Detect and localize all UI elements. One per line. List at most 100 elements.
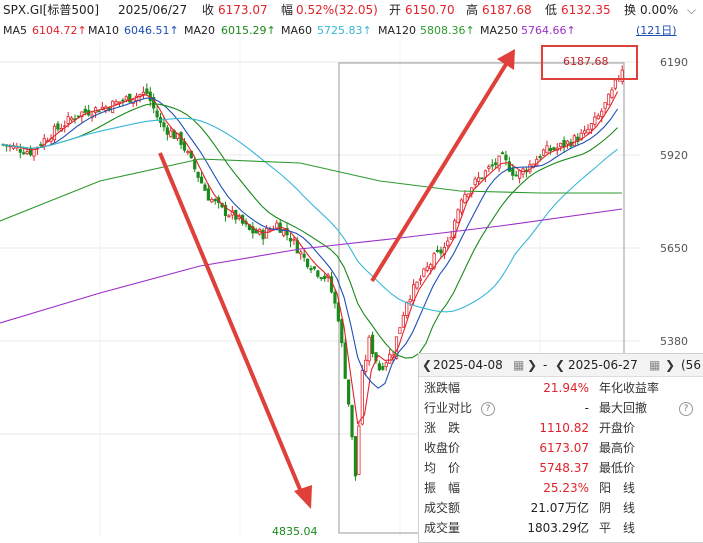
stat-value: 21.07万亿 <box>530 501 589 515</box>
candle-body <box>562 139 566 148</box>
calendar-icon[interactable]: ▦ <box>513 358 525 372</box>
high-highlight-box <box>541 45 638 80</box>
candle-body <box>473 178 477 186</box>
candle-body <box>97 110 101 113</box>
y-tick-5920: 5920 <box>660 149 688 162</box>
more-icon[interactable]: ⌵ <box>687 3 697 17</box>
candle-body <box>193 159 197 170</box>
candle-body <box>401 315 405 328</box>
candle-body <box>357 425 361 475</box>
candle-body <box>610 89 614 98</box>
candle-body <box>227 215 231 218</box>
chevron-left-icon[interactable]: ❮ <box>422 358 433 372</box>
end-calendar-icon[interactable]: ▦ <box>649 358 661 372</box>
candle-body <box>39 144 43 146</box>
candle-body <box>206 188 210 201</box>
y-tick-5650: 5650 <box>660 242 688 255</box>
end-chevron-left-icon[interactable]: ❮ <box>555 358 566 372</box>
candle-body <box>483 170 488 178</box>
help-icon[interactable]: ? <box>481 402 495 416</box>
candle-body <box>541 149 546 156</box>
candle-body <box>117 101 122 104</box>
candle-body <box>432 253 436 269</box>
help-icon[interactable]: ? <box>679 402 693 416</box>
y-tick-6190: 6190 <box>660 56 688 69</box>
candle-body <box>333 292 337 304</box>
stat-value: 1110.82 <box>539 421 589 435</box>
range-start-date[interactable]: 2025-04-08 <box>433 358 503 372</box>
candle-body <box>196 171 200 178</box>
candle-body <box>596 115 600 120</box>
candle-body <box>418 278 423 281</box>
stat-label-right: 最高价 <box>599 441 636 455</box>
candle-body <box>213 199 217 202</box>
candle-body <box>507 161 511 172</box>
candle-body <box>459 199 464 213</box>
candle-body <box>18 149 22 153</box>
candle-body <box>411 284 416 302</box>
candle-body <box>367 336 371 362</box>
candle-body <box>439 249 443 254</box>
candle-body <box>476 177 481 182</box>
candlestick-chart[interactable]: 6190 5920 5650 5380 <box>0 41 703 541</box>
candle-body <box>370 334 375 354</box>
chevron-right-icon[interactable]: ❯ <box>527 358 538 372</box>
candle-body <box>186 151 190 153</box>
candle-body <box>449 236 453 240</box>
candle-body <box>422 268 426 277</box>
candle-body <box>203 184 207 191</box>
candle-body <box>299 251 303 255</box>
stat-label-right: 最大回撤 <box>599 401 648 415</box>
range-extra: (56 <box>681 358 701 372</box>
stat-label-right: 开盘价 <box>599 421 636 435</box>
ma10-value: 6046.51↑ <box>124 24 179 37</box>
candle-body <box>165 127 169 135</box>
candle-body <box>446 240 450 247</box>
quote-date: 2025/06/27 <box>118 3 188 17</box>
candle-body <box>292 238 296 241</box>
candle-body <box>518 170 522 179</box>
ma120-label: MA120 <box>378 24 417 37</box>
period-selector[interactable]: (121日) <box>636 24 677 37</box>
period-low-label: 4835.04 <box>272 525 318 538</box>
up-arrow-head <box>497 49 515 70</box>
candle-body <box>141 91 146 95</box>
candle-body <box>128 93 132 103</box>
ma250-line <box>0 208 623 324</box>
candle-body <box>114 101 118 105</box>
candle-body <box>579 132 583 141</box>
candle-body <box>336 302 340 322</box>
candle-body <box>124 96 128 101</box>
moving-average-lines <box>0 91 623 425</box>
candle-body <box>347 379 351 405</box>
ma20-label: MA20 <box>184 24 216 37</box>
candle-body <box>76 115 81 118</box>
stat-label-right: 阳 线 <box>599 481 636 495</box>
candle-body <box>22 152 26 155</box>
candle-body <box>593 116 597 125</box>
candle-body <box>514 174 518 177</box>
low-value: 6132.35 <box>561 3 611 17</box>
candle-body <box>456 209 460 223</box>
candle-body <box>538 156 542 159</box>
candle-body <box>340 319 344 344</box>
candle-body <box>576 136 580 142</box>
range-header: ❮ 2025-04-08 ▦ ❯ - ❮ 2025-06-27 ▦ ❯ (56 <box>419 354 703 377</box>
candle-body <box>282 229 286 236</box>
end-chevron-right-icon[interactable]: ❯ <box>665 358 676 372</box>
stat-label: 涨 跌 <box>424 421 461 435</box>
open-value: 6150.70 <box>405 3 455 17</box>
candle-body <box>182 141 187 151</box>
stat-value: - <box>584 401 589 415</box>
range-end-date[interactable]: 2025-06-27 <box>568 358 638 372</box>
trend-arrows <box>158 49 515 509</box>
candle-body <box>603 102 607 109</box>
down-arrow-head <box>294 485 312 509</box>
stat-value: 1803.29亿 <box>527 521 589 535</box>
up-trend-arrow-line <box>370 59 510 283</box>
turnover-value: 0.00% <box>640 3 679 17</box>
candle-body <box>288 237 293 242</box>
candle-body <box>494 162 498 166</box>
candle-body <box>360 370 364 425</box>
candle-body <box>500 152 505 155</box>
